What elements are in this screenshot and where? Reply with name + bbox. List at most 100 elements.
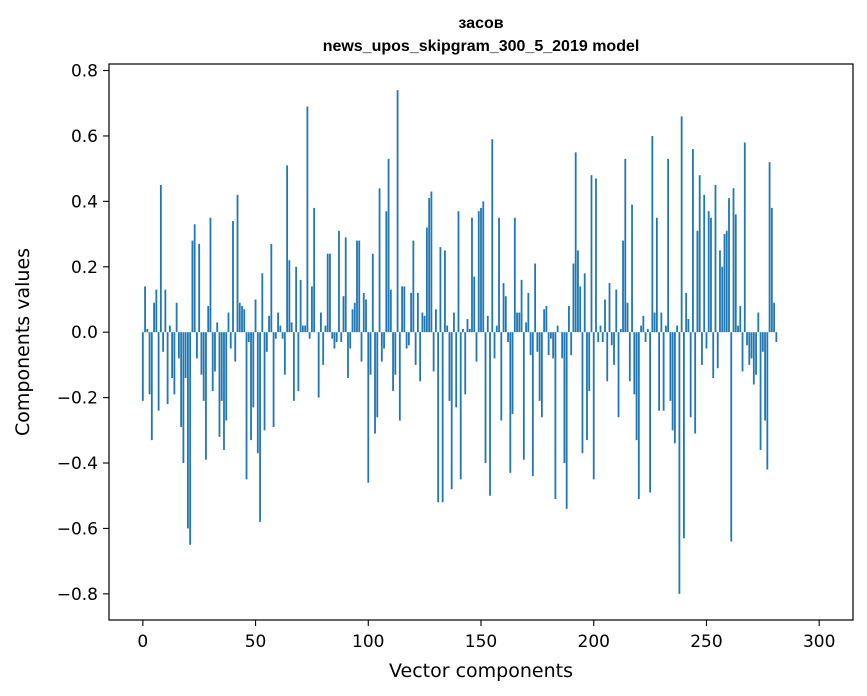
bar-component-122 xyxy=(416,292,419,333)
bar-component-26 xyxy=(200,332,203,375)
bar-component-56 xyxy=(268,315,270,333)
bar-component-165 xyxy=(513,217,516,333)
bar-component-162 xyxy=(507,332,509,342)
bar-component-6 xyxy=(155,289,158,333)
bar-component-15 xyxy=(175,302,178,333)
bar-component-159 xyxy=(500,332,503,421)
bar-component-277 xyxy=(766,332,769,470)
bars-group xyxy=(141,90,778,594)
bar-component-202 xyxy=(597,332,600,342)
bar-component-97 xyxy=(360,332,363,362)
bar-component-81 xyxy=(324,325,327,333)
bar-component-156 xyxy=(493,332,496,359)
bar-component-253 xyxy=(712,332,715,378)
bar-component-186 xyxy=(561,332,564,359)
bar-component-265 xyxy=(739,306,742,333)
bar-component-259 xyxy=(725,230,728,333)
y-tick-label: 0.2 xyxy=(71,258,98,278)
bar-component-100 xyxy=(367,332,370,483)
bar-component-204 xyxy=(601,332,604,342)
bar-component-143 xyxy=(464,332,467,395)
bar-component-229 xyxy=(658,332,661,411)
bar-component-33 xyxy=(216,322,219,333)
bar-component-261 xyxy=(730,332,733,542)
bar-component-188 xyxy=(565,332,568,509)
chart-title-line-1: засов xyxy=(458,15,503,32)
bar-component-181 xyxy=(549,332,552,339)
bar-component-31 xyxy=(211,332,214,392)
bar-component-157 xyxy=(495,325,498,333)
bar-component-164 xyxy=(511,332,514,414)
bar-component-23 xyxy=(193,224,196,333)
bar-component-270 xyxy=(750,332,753,359)
bar-component-76 xyxy=(313,207,316,333)
bar-component-91 xyxy=(347,332,349,378)
bar-component-254 xyxy=(714,185,717,333)
x-tick-label: 250 xyxy=(690,632,722,652)
bar-component-113 xyxy=(396,90,399,333)
bar-component-20 xyxy=(187,332,189,529)
bar-component-220 xyxy=(637,332,640,499)
bar-component-78 xyxy=(317,332,320,398)
y-tick-label: 0.0 xyxy=(71,323,98,343)
bar-component-123 xyxy=(419,332,422,382)
bar-component-0 xyxy=(141,332,144,401)
bar-component-250 xyxy=(705,332,708,349)
bar-component-74 xyxy=(308,332,311,339)
bar-component-92 xyxy=(349,332,352,349)
bar-component-252 xyxy=(710,217,712,333)
bar-component-173 xyxy=(531,332,534,477)
bar-component-199 xyxy=(590,175,593,333)
bar-component-175 xyxy=(536,332,539,352)
y-tick-label: 0.8 xyxy=(71,62,98,82)
bar-component-112 xyxy=(394,332,397,375)
bar-component-32 xyxy=(214,332,216,372)
bar-component-189 xyxy=(568,306,570,333)
bar-component-177 xyxy=(540,332,543,418)
bar-component-99 xyxy=(365,299,367,333)
bar-component-258 xyxy=(723,234,726,333)
bar-component-121 xyxy=(414,332,417,365)
bar-component-190 xyxy=(570,332,573,356)
bar-component-125 xyxy=(423,315,426,333)
bar-component-246 xyxy=(696,230,699,333)
bar-component-9 xyxy=(162,332,165,352)
bar-component-55 xyxy=(265,332,268,352)
bar-component-67 xyxy=(292,332,295,401)
bar-component-225 xyxy=(649,332,651,493)
bar-component-242 xyxy=(687,319,690,333)
bar-component-133 xyxy=(441,332,444,503)
bar-component-223 xyxy=(644,332,647,342)
bar-component-233 xyxy=(667,158,670,333)
bar-component-29 xyxy=(207,306,210,333)
bar-component-66 xyxy=(290,322,293,333)
bar-component-269 xyxy=(748,332,751,365)
bar-component-152 xyxy=(484,332,487,464)
bar-component-280 xyxy=(773,302,775,333)
bar-component-260 xyxy=(728,198,730,333)
bar-component-142 xyxy=(462,328,464,333)
bar-component-219 xyxy=(635,332,638,441)
bar-component-198 xyxy=(588,332,591,392)
bar-component-160 xyxy=(502,283,505,333)
bar-component-207 xyxy=(608,283,611,333)
bar-component-75 xyxy=(311,286,313,333)
bar-component-209 xyxy=(613,332,615,365)
bar-component-69 xyxy=(297,332,300,392)
bar-component-60 xyxy=(277,312,279,333)
bar-component-13 xyxy=(171,332,174,378)
bar-component-227 xyxy=(653,312,656,333)
bar-component-167 xyxy=(518,312,521,333)
bar-component-170 xyxy=(525,322,527,333)
y-axis-ticks: 0.8 0.6 0.4 0.2 0.0 −0.2 −0.4 −0.6 −0.8 xyxy=(57,62,109,605)
chart-title-line-2: news_upos_skipgram_300_5_2019 model xyxy=(323,38,640,55)
bar-component-130 xyxy=(435,309,437,333)
bar-component-279 xyxy=(770,207,773,333)
bar-component-82 xyxy=(326,253,329,333)
x-axis-label: Vector components xyxy=(389,660,573,682)
bar-component-128 xyxy=(430,191,433,333)
bar-component-126 xyxy=(425,227,428,333)
bar-component-256 xyxy=(719,250,721,333)
bar-component-236 xyxy=(673,332,676,444)
bar-component-251 xyxy=(707,211,710,333)
